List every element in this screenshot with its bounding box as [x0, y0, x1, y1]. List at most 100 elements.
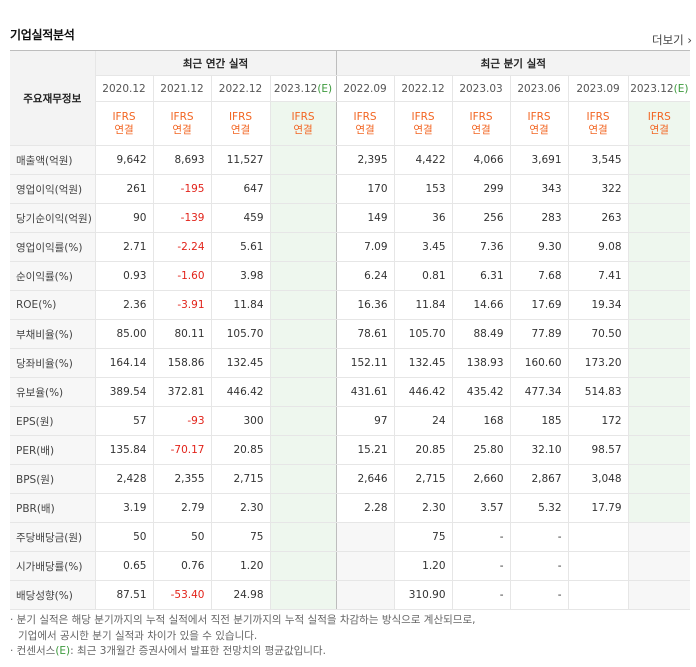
table-cell: -: [451, 551, 511, 581]
table-cell: 2,715: [393, 464, 453, 494]
table-cell: 310.90: [393, 580, 453, 610]
consolidated-label: 연결: [471, 123, 491, 136]
table-cell: 168: [451, 406, 511, 436]
footnotes: · 분기 실적은 해당 분기까지의 누적 실적에서 직전 분기까지의 누적 실적…: [10, 613, 475, 660]
table-row: ROE(%) 2.36 -3.91 11.84 16.36 11.84 14.66 17.69…: [10, 290, 691, 320]
table-cell: 0.81: [393, 261, 453, 291]
table-cell: 343: [509, 174, 569, 204]
table-cell: -: [509, 551, 569, 581]
row-label: 영업이익률(%): [10, 232, 95, 262]
table-cell: [627, 145, 691, 175]
table-cell: 19.34: [567, 290, 629, 320]
table-row: 순이익률(%) 0.93 -1.60 3.98 6.24 0.81 6.31 7.68 7.41: [10, 261, 691, 291]
table-cell: 9.30: [509, 232, 569, 262]
table-cell: 7.09: [335, 232, 395, 262]
consolidated-label: 연결: [413, 123, 433, 136]
table-cell: [269, 319, 337, 349]
table-cell: 172: [567, 406, 629, 436]
table-cell: [627, 551, 691, 581]
table-cell: 135.84: [94, 435, 153, 465]
period-header: 2023.03: [451, 75, 511, 102]
table-cell: 3,691: [509, 145, 569, 175]
table-cell: 105.70: [210, 319, 270, 349]
table-cell: 160.60: [509, 348, 569, 378]
table-cell: 78.61: [335, 319, 395, 349]
row-label: 배당성향(%): [10, 580, 95, 610]
table-cell: 2.79: [152, 493, 211, 523]
table-cell: 372.81: [152, 377, 211, 407]
row-label: ROE(%): [10, 290, 95, 320]
table-cell: 132.45: [393, 348, 453, 378]
ifrs-label: IFRS: [527, 110, 551, 123]
ifrs-header: IFRS 연결: [509, 101, 569, 146]
table-cell: 6.31: [451, 261, 511, 291]
ifrs-label: IFRS: [170, 110, 194, 123]
table-cell: [627, 261, 691, 291]
ifrs-header: IFRS 연결: [451, 101, 511, 146]
period-label: 2023.12: [273, 82, 318, 95]
table-cell: 36: [393, 203, 453, 233]
table-cell: [627, 580, 691, 610]
ifrs-label: IFRS: [647, 110, 671, 123]
row-label: 영업이익(억원): [10, 174, 95, 204]
table-cell: 3.19: [94, 493, 153, 523]
row-header-label: 주요재무정보: [10, 50, 95, 146]
more-link[interactable]: 더보기 ›: [652, 32, 692, 48]
table-cell: 173.20: [567, 348, 629, 378]
table-cell: 32.10: [509, 435, 569, 465]
table-cell: -: [451, 522, 511, 552]
table-cell: 3,545: [567, 145, 629, 175]
table-row: BPS(원) 2,428 2,355 2,715 2,646 2,715 2,660 2,86…: [10, 464, 691, 494]
table-cell: 0.93: [94, 261, 153, 291]
ifrs-header: IFRS 연결: [627, 101, 691, 146]
row-label: 시가배당률(%): [10, 551, 95, 581]
table-cell: [627, 377, 691, 407]
table-cell: 17.69: [509, 290, 569, 320]
period-label: 2023.06: [517, 82, 561, 95]
table-cell: -2.24: [152, 232, 211, 262]
table-cell: -: [509, 580, 569, 610]
period-header: 2022.09: [335, 75, 395, 102]
table-cell: 88.49: [451, 319, 511, 349]
period-label: 2023.03: [459, 82, 503, 95]
table-cell: 20.85: [210, 435, 270, 465]
ifrs-label: IFRS: [291, 110, 315, 123]
table-cell: 5.32: [509, 493, 569, 523]
table-cell: 9.08: [567, 232, 629, 262]
table-cell: [627, 174, 691, 204]
note-line-1: · 분기 실적은 해당 분기까지의 누적 실적에서 직전 분기까지의 누적 실적…: [10, 614, 476, 626]
table-cell: 8,693: [152, 145, 211, 175]
table-cell: 17.79: [567, 493, 629, 523]
table-cell: 87.51: [94, 580, 153, 610]
table-cell: 263: [567, 203, 629, 233]
table-cell: [567, 551, 629, 581]
ifrs-label: IFRS: [586, 110, 610, 123]
table-cell: 2.36: [94, 290, 153, 320]
table-cell: [269, 580, 337, 610]
table-cell: [269, 261, 337, 291]
table-cell: [269, 203, 337, 233]
table-row: 부채비율(%) 85.00 80.11 105.70 78.61 105.70 88.49 7…: [10, 319, 691, 349]
financial-summary-table: 주요재무정보 최근 연간 실적 최근 분기 실적 2020.12 2021.12 2…: [10, 50, 691, 610]
consolidated-label: 연결: [355, 123, 375, 136]
table-cell: 164.14: [94, 348, 153, 378]
table-cell: 57: [94, 406, 153, 436]
table-cell: -53.40: [152, 580, 211, 610]
section-title: 기업실적분석: [10, 28, 75, 42]
ifrs-header: IFRS 연결: [210, 101, 270, 146]
consolidated-label: 연결: [529, 123, 549, 136]
consensus-desc: : 최근 3개월간 증권사에서 발표한 전망치의 평균값입니다.: [70, 645, 326, 657]
table-cell: 322: [567, 174, 629, 204]
table-cell: [627, 290, 691, 320]
table-cell: [627, 319, 691, 349]
table-cell: 11.84: [210, 290, 270, 320]
table-cell: 70.50: [567, 319, 629, 349]
table-cell: [269, 464, 337, 494]
table-cell: 261: [94, 174, 153, 204]
table-cell: 11,527: [210, 145, 270, 175]
table-cell: 149: [335, 203, 395, 233]
table-cell: [627, 406, 691, 436]
table-cell: -195: [152, 174, 211, 204]
table-cell: 389.54: [94, 377, 153, 407]
period-label: 2022.09: [343, 82, 387, 95]
